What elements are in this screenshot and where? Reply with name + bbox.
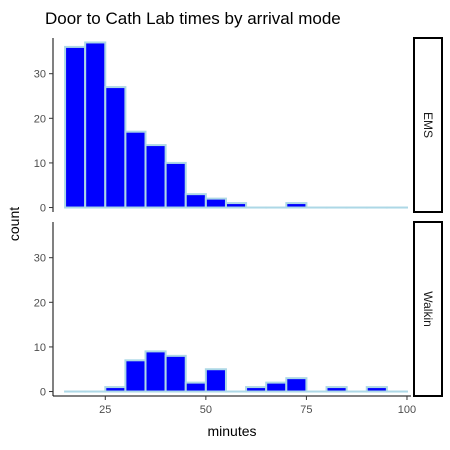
bar-walkin-65: [266, 383, 286, 392]
bar-ems-20: [85, 42, 105, 207]
bar-ems-50: [206, 199, 226, 208]
chart-title: Door to Cath Lab times by arrival mode: [45, 9, 341, 28]
bar-walkin-30: [125, 360, 145, 391]
bar-ems-70: [286, 203, 306, 207]
bar-ems-45: [186, 194, 206, 207]
bar-walkin-70: [286, 378, 306, 391]
bar-ems-15: [65, 47, 85, 208]
bar-walkin-90: [367, 387, 387, 391]
x-tick-label-100: 100: [398, 404, 416, 416]
bar-walkin-45: [186, 383, 206, 392]
y-tick-label-walkin-0: 0: [40, 387, 46, 399]
bar-ems-40: [166, 163, 186, 208]
bar-walkin-60: [246, 387, 266, 391]
facet-label-ems: EMS: [421, 112, 435, 138]
x-axis-title: minutes: [207, 423, 256, 439]
y-tick-label-walkin-10: 10: [34, 342, 46, 354]
panel-ems: 0 10 20 30 EMS: [34, 38, 442, 215]
x-tick-label-75: 75: [300, 404, 312, 416]
y-axis-title: count: [6, 207, 22, 241]
y-tick-label-walkin-30: 30: [34, 253, 46, 265]
y-tick-label-ems-30: 30: [34, 69, 46, 81]
y-tick-label-ems-20: 20: [34, 113, 46, 125]
x-axis: 25 50 75 100: [53, 396, 416, 416]
bar-ems-30: [125, 132, 145, 208]
bar-walkin-50: [206, 369, 226, 391]
x-tick-label-50: 50: [200, 404, 212, 416]
bar-ems-55: [226, 203, 246, 207]
y-tick-label-walkin-20: 20: [34, 297, 46, 309]
facet-label-walkin: Walkin: [421, 291, 435, 327]
bar-ems-25: [105, 87, 125, 207]
y-tick-label-ems-0: 0: [40, 203, 46, 215]
y-tick-label-ems-10: 10: [34, 158, 46, 170]
bar-walkin-35: [146, 351, 166, 391]
x-tick-label-25: 25: [99, 404, 111, 416]
panel-walkin: 0 10 20 30 Walkin: [34, 222, 442, 399]
bar-walkin-80: [327, 387, 347, 391]
bar-walkin-25: [105, 387, 125, 391]
bar-walkin-40: [166, 356, 186, 392]
bar-ems-35: [146, 145, 166, 207]
